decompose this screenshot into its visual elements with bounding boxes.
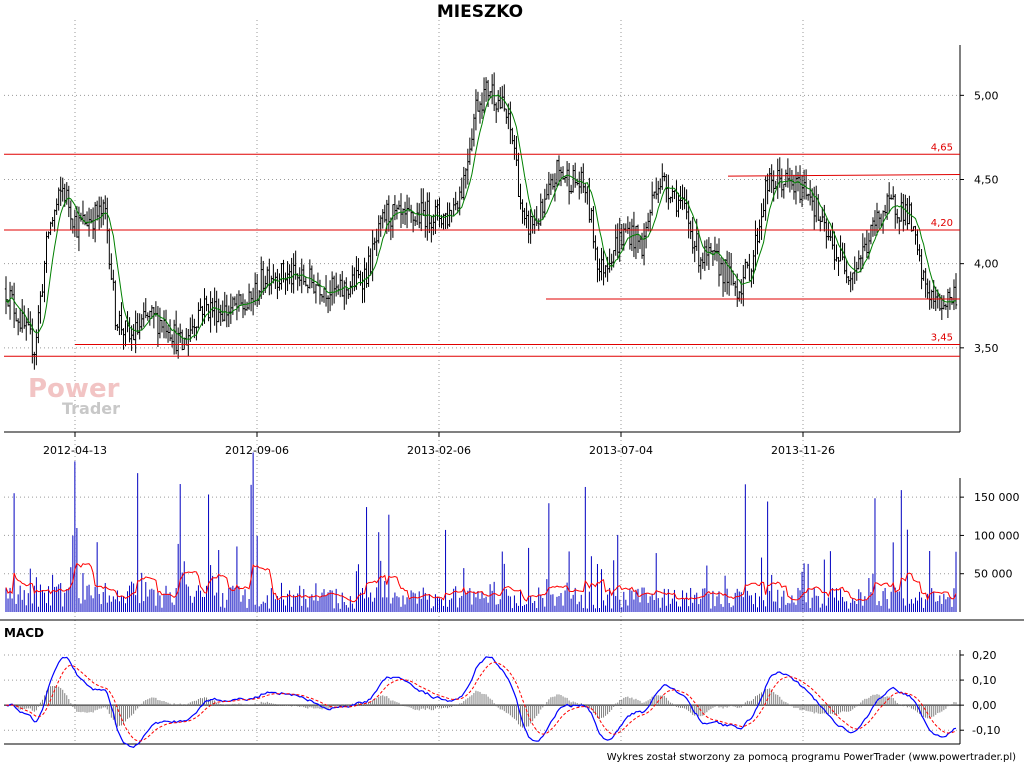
x-tick-label-1: 2012-09-06 bbox=[225, 444, 289, 457]
resistance-trend-line bbox=[727, 173, 961, 177]
x-tick-label-2: 2013-02-06 bbox=[407, 444, 471, 457]
price-moving-average bbox=[5, 94, 957, 341]
watermark-trader: Trader bbox=[62, 399, 120, 418]
macd-ytick-label-1: 0,00 bbox=[972, 699, 997, 712]
x-tick-label-4: 2013-11-26 bbox=[771, 444, 835, 457]
volume-ytick-label-0: 50 000 bbox=[974, 568, 1013, 581]
macd-ytick-label-0: -0,10 bbox=[972, 724, 1000, 737]
x-tick-label-3: 2013-07-04 bbox=[589, 444, 653, 457]
watermark-power: Power bbox=[28, 374, 120, 404]
price-ytick-label-0: 3,50 bbox=[974, 342, 999, 355]
price-ytick-label-2: 4,50 bbox=[974, 174, 999, 187]
level-label-0: 4,65 bbox=[931, 142, 953, 153]
price-ytick-label-3: 5,00 bbox=[974, 89, 999, 102]
volume-average-line bbox=[5, 562, 957, 603]
level-label-1: 4,20 bbox=[931, 218, 953, 229]
volume-ytick-label-2: 150 000 bbox=[974, 491, 1020, 504]
footer-credit: Wykres został stworzony za pomocą progra… bbox=[606, 752, 1016, 763]
macd-line bbox=[5, 656, 957, 748]
x-tick-label-0: 2012-04-13 bbox=[43, 444, 107, 457]
macd-signal-line bbox=[5, 661, 957, 742]
macd-panel-label: MACD bbox=[4, 626, 44, 640]
price-ytick-label-1: 4,00 bbox=[974, 258, 999, 271]
level-label-3: 3,45 bbox=[931, 332, 953, 343]
macd-ytick-label-2: 0,10 bbox=[972, 674, 997, 687]
chart-title: MIESZKO bbox=[436, 2, 524, 22]
macd-ytick-label-3: 0,20 bbox=[972, 649, 997, 662]
volume-ytick-label-1: 100 000 bbox=[974, 529, 1020, 542]
